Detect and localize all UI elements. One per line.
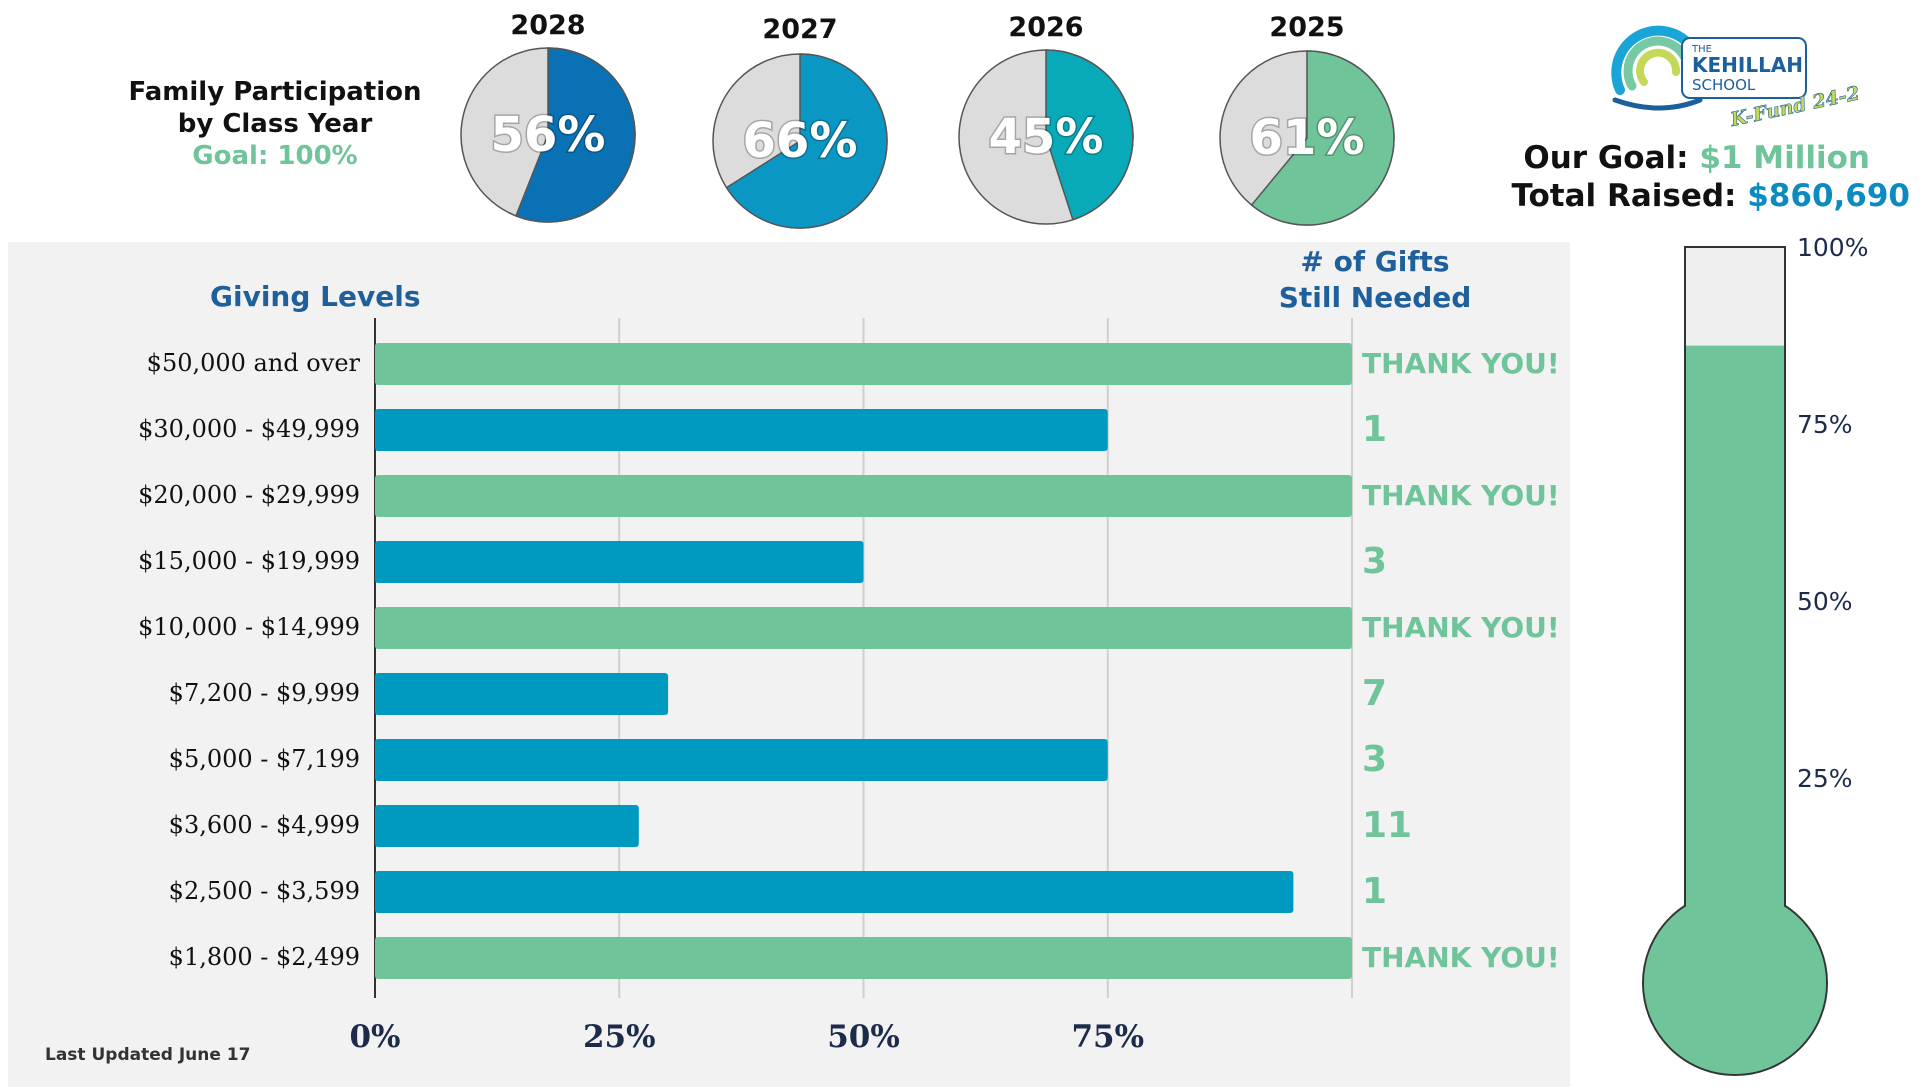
pie-chart-2026: 45% <box>958 49 1134 225</box>
category-label: $3,600 - $4,999 <box>168 811 360 839</box>
x-tick-label: 0% <box>349 1019 401 1055</box>
category-label: $15,000 - $19,999 <box>138 547 360 575</box>
family-title-line1: Family Participation <box>128 77 422 107</box>
logo-name: KEHILLAH <box>1692 53 1803 77</box>
bar-2 <box>375 475 1352 517</box>
gifts-title-line2: Still Needed <box>1278 281 1472 314</box>
pie-participation-slice <box>1045 49 1134 221</box>
thermometer-tick-label: 25% <box>1797 764 1853 793</box>
gifts-needed-label: 1 <box>1362 409 1388 450</box>
pie-chart-2027: 66% <box>712 53 888 229</box>
fundraising-thermometer <box>1642 246 1828 1076</box>
x-tick-label: 75% <box>1071 1019 1145 1055</box>
kehillah-logo: THE KEHILLAH SCHOOL K-Fund 24-25 <box>1611 25 1860 130</box>
gifts-needed-label: 3 <box>1362 541 1388 582</box>
raised-value: $860,690 <box>1747 178 1910 214</box>
bar-8 <box>375 871 1294 913</box>
gifts-needed-label: THANK YOU! <box>1362 941 1560 974</box>
category-label: $1,800 - $2,499 <box>168 943 360 971</box>
last-updated: Last Updated June 17 <box>45 1045 251 1065</box>
bar-4 <box>375 607 1352 649</box>
pie-percent-label: 45% <box>989 109 1104 165</box>
bar-0 <box>375 343 1352 385</box>
thermometer-bulb-fill <box>1644 892 1826 1074</box>
bar-9 <box>375 937 1352 979</box>
goal-line: Our Goal: $1 Million <box>1523 140 1870 176</box>
pie-year-2025: 2025 <box>1269 12 1345 43</box>
pie-chart-2025: 61% <box>1219 50 1395 226</box>
category-label: $10,000 - $14,999 <box>138 613 360 641</box>
family-title-line2: by Class Year <box>177 109 373 139</box>
pie-year-2028: 2028 <box>510 10 586 41</box>
gifts-needed-title: # of Gifts Still Needed <box>1250 244 1500 316</box>
raised-line: Total Raised: $860,690 <box>1511 178 1910 214</box>
gifts-needed-label: THANK YOU! <box>1362 347 1560 380</box>
category-label: $5,000 - $7,199 <box>168 745 360 773</box>
goal-value: $1 Million <box>1699 140 1870 176</box>
logo-school: SCHOOL <box>1692 76 1756 94</box>
bar-3 <box>375 541 864 583</box>
pie-participation-slice <box>1250 50 1395 226</box>
category-label: $2,500 - $3,599 <box>168 877 360 905</box>
x-tick-label: 25% <box>582 1019 656 1055</box>
pie-year-2027: 2027 <box>762 14 838 45</box>
thermometer-tick-label: 100% <box>1797 233 1869 262</box>
family-participation-title: Family Participation by Class Year Goal:… <box>115 76 435 172</box>
bar-1 <box>375 409 1108 451</box>
pie-participation-slice <box>725 53 888 229</box>
pie-participation-slice <box>514 47 636 223</box>
gifts-needed-label: THANK YOU! <box>1362 479 1560 512</box>
gifts-needed-label: 11 <box>1362 805 1413 846</box>
goal-label: Our Goal: <box>1523 140 1689 176</box>
pie-chart-2028: 56% <box>460 47 636 223</box>
category-label: $50,000 and over <box>146 349 360 377</box>
pie-percent-label: 66% <box>743 113 858 169</box>
pie-percent-label: 56% <box>491 107 606 163</box>
category-label: $20,000 - $29,999 <box>138 481 360 509</box>
thermometer-tick-label: 75% <box>1797 410 1853 439</box>
pie-percent-label: 61% <box>1250 110 1365 166</box>
giving-levels-title: Giving Levels <box>210 280 421 313</box>
gifts-needed-label: 1 <box>1362 871 1388 912</box>
bar-6 <box>375 739 1108 781</box>
gifts-title-line1: # of Gifts <box>1300 245 1450 278</box>
category-label: $7,200 - $9,999 <box>168 679 360 707</box>
family-goal: Goal: 100% <box>192 141 358 171</box>
gifts-needed-label: 3 <box>1362 739 1388 780</box>
logo-the: THE <box>1691 44 1712 55</box>
pie-year-2026: 2026 <box>1008 12 1084 43</box>
bar-7 <box>375 805 639 847</box>
bar-5 <box>375 673 669 715</box>
x-tick-label: 50% <box>827 1019 900 1055</box>
raised-label: Total Raised: <box>1511 178 1737 214</box>
gifts-needed-label: THANK YOU! <box>1362 611 1560 644</box>
thermometer-tick-label: 50% <box>1797 587 1853 616</box>
gifts-needed-label: 7 <box>1362 673 1388 714</box>
category-label: $30,000 - $49,999 <box>138 415 360 443</box>
